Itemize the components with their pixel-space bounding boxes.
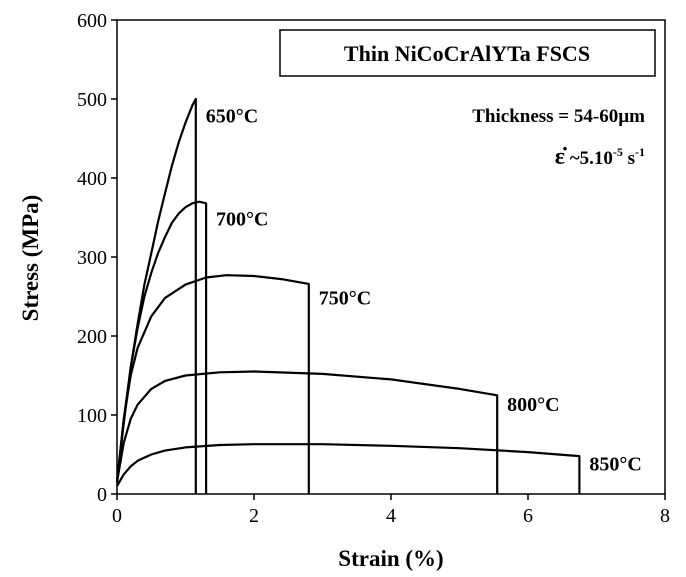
title-box — [279, 29, 656, 77]
series-line-3 — [115, 274, 310, 494]
y-tick-label: 500 — [77, 89, 107, 111]
series-label-4: 800°C — [507, 394, 559, 416]
strain-rate-annotation: ε̇ ~5.10-5 s-1 — [555, 144, 645, 170]
series-label-5: 850°C — [589, 453, 641, 475]
series-curves — [115, 97, 581, 494]
y-axis-title: Stress (MPa) — [18, 195, 43, 322]
plot-frame — [116, 19, 666, 495]
series-line-5 — [116, 443, 581, 494]
strain-rate-exponent-1: -5 — [613, 145, 623, 159]
y-axis-ticks: 0 100 200 300 400 500 600 — [77, 10, 117, 506]
x-tick-label: 2 — [249, 505, 259, 527]
series-label-3: 750°C — [319, 287, 371, 309]
x-axis-ticks: 0 2 4 6 8 — [112, 494, 670, 527]
y-tick-label: 400 — [77, 168, 107, 190]
series-line-2 — [115, 200, 208, 494]
x-tick-label: 8 — [660, 505, 670, 527]
x-tick-label: 6 — [523, 505, 533, 527]
y-tick-label: 100 — [77, 405, 107, 427]
strain-rate-exponent-2: -1 — [635, 145, 645, 159]
series-line-1 — [115, 97, 197, 494]
strain-rate-unit: s — [623, 148, 635, 169]
series-label-2: 700°C — [216, 208, 268, 230]
series-labels: 650°C 700°C 750°C 800°C 850°C — [206, 106, 642, 476]
y-tick-label: 0 — [97, 484, 107, 506]
series-label-1: 650°C — [206, 106, 258, 128]
strain-rate-prefix: ~5.10 — [565, 148, 613, 169]
series-line-4 — [115, 370, 499, 494]
y-tick-label: 200 — [77, 326, 107, 348]
strain-rate-symbol: ε̇ — [555, 144, 567, 170]
x-tick-label: 4 — [386, 505, 396, 527]
thickness-annotation: Thickness = 54-60µm — [472, 106, 645, 127]
x-tick-label: 0 — [112, 505, 122, 527]
y-tick-label: 300 — [77, 247, 107, 269]
y-tick-label: 600 — [77, 10, 107, 32]
chart-title: Thin NiCoCrAlYTa FSCS — [344, 41, 590, 66]
x-axis-title: Strain (%) — [338, 546, 443, 571]
